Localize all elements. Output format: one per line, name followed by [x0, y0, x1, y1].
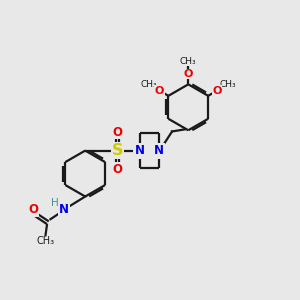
- Text: O: O: [184, 69, 193, 79]
- Text: O: O: [212, 86, 222, 96]
- Text: CH₃: CH₃: [140, 80, 157, 89]
- Text: O: O: [112, 163, 123, 176]
- Text: N: N: [135, 144, 145, 157]
- Text: O: O: [29, 203, 39, 216]
- Text: N: N: [59, 203, 69, 216]
- Text: S: S: [112, 143, 123, 158]
- Text: CH₃: CH₃: [180, 57, 196, 66]
- Text: N: N: [154, 144, 164, 157]
- Text: O: O: [112, 125, 123, 139]
- Text: CH₃: CH₃: [220, 80, 236, 89]
- Text: H: H: [51, 198, 59, 208]
- Text: CH₃: CH₃: [36, 236, 55, 246]
- Text: O: O: [155, 86, 164, 96]
